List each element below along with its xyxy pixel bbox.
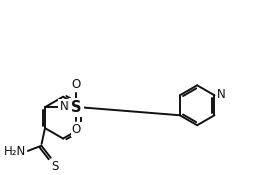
Text: NH: NH [60, 100, 77, 113]
Text: O: O [72, 79, 81, 92]
Text: H₂N: H₂N [4, 145, 26, 158]
Text: O: O [72, 123, 81, 136]
Text: N: N [217, 88, 225, 101]
Text: S: S [71, 100, 82, 115]
Text: S: S [51, 160, 59, 173]
